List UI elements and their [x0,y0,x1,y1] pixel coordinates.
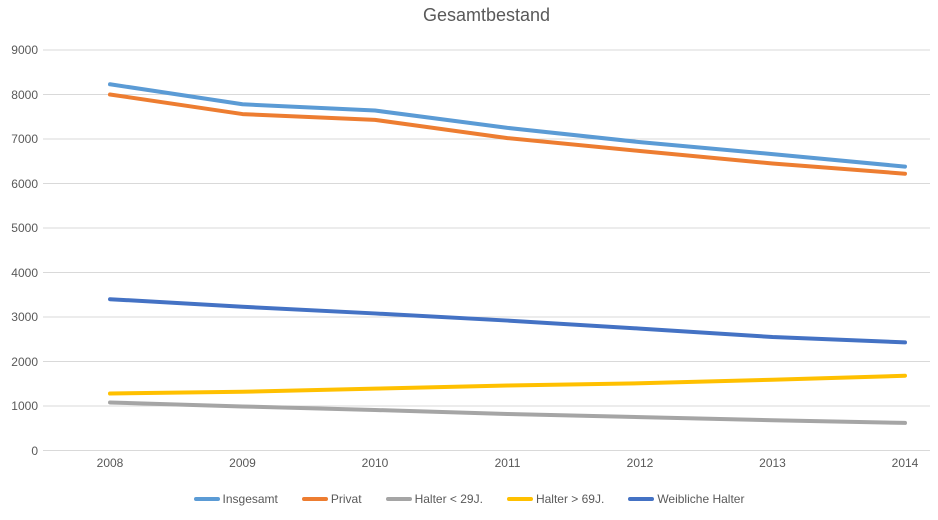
legend-swatch-halter-29j [385,497,412,501]
series-line-weibliche-halter [108,297,907,345]
legend-label-halter-29j: Halter < 29J. [414,492,483,506]
x-tick-label-2013: 2013 [759,456,786,470]
legend: Insgesamt Privat Halter < 29J. Halter > 69J… [0,492,938,506]
y-tick-label-3000: 3000 [11,310,38,324]
legend-label-insgesamt: Insgesamt [222,492,278,506]
legend-swatch-insgesamt [193,497,220,501]
y-tick-label-1000: 1000 [11,399,38,413]
x-tick-label-2009: 2009 [229,456,256,470]
y-tick-label-9000: 9000 [11,43,38,57]
legend-item-privat: Privat [301,492,362,506]
y-tick-label-7000: 7000 [11,132,38,146]
legend-swatch-privat [301,497,328,501]
legend-item-halter-29j: Halter < 29J. [385,492,483,506]
y-tick-label-6000: 6000 [11,176,38,191]
legend-item-insgesamt: Insgesamt [193,492,278,506]
x-tick-label-2010: 2010 [361,456,389,470]
y-tick-label-2000: 2000 [11,354,38,369]
legend-item-halter-69j: Halter > 69J. [506,492,605,506]
legend-label-halter-69j: Halter > 69J. [535,492,605,506]
chart-title: Gesamtbestand [422,5,551,25]
x-tick-label-2008: 2008 [96,456,124,470]
y-tick-label-5000: 5000 [11,221,38,235]
y-tick-label-0: 0 [31,443,38,458]
legend-label-privat: Privat [330,492,362,506]
legend-item-weibliche-halter: Weibliche Halter [628,492,744,506]
x-tick-label-2011: 2011 [494,456,521,470]
x-tick-label-2014: 2014 [891,456,919,470]
legend-swatch-weibliche-halter [628,497,655,501]
series-line-halter-69j [108,373,907,396]
y-tick-label-8000: 8000 [11,87,38,102]
series-line-privat [108,92,907,176]
series-line-halter-29j [108,400,907,425]
y-tick-label-4000: 4000 [11,265,38,280]
series-line-insgesamt [108,82,907,169]
legend-label-weibliche-halter: Weibliche Halter [657,492,745,506]
legend-swatch-halter-69j [506,497,533,501]
x-tick-label-2012: 2012 [626,456,654,470]
